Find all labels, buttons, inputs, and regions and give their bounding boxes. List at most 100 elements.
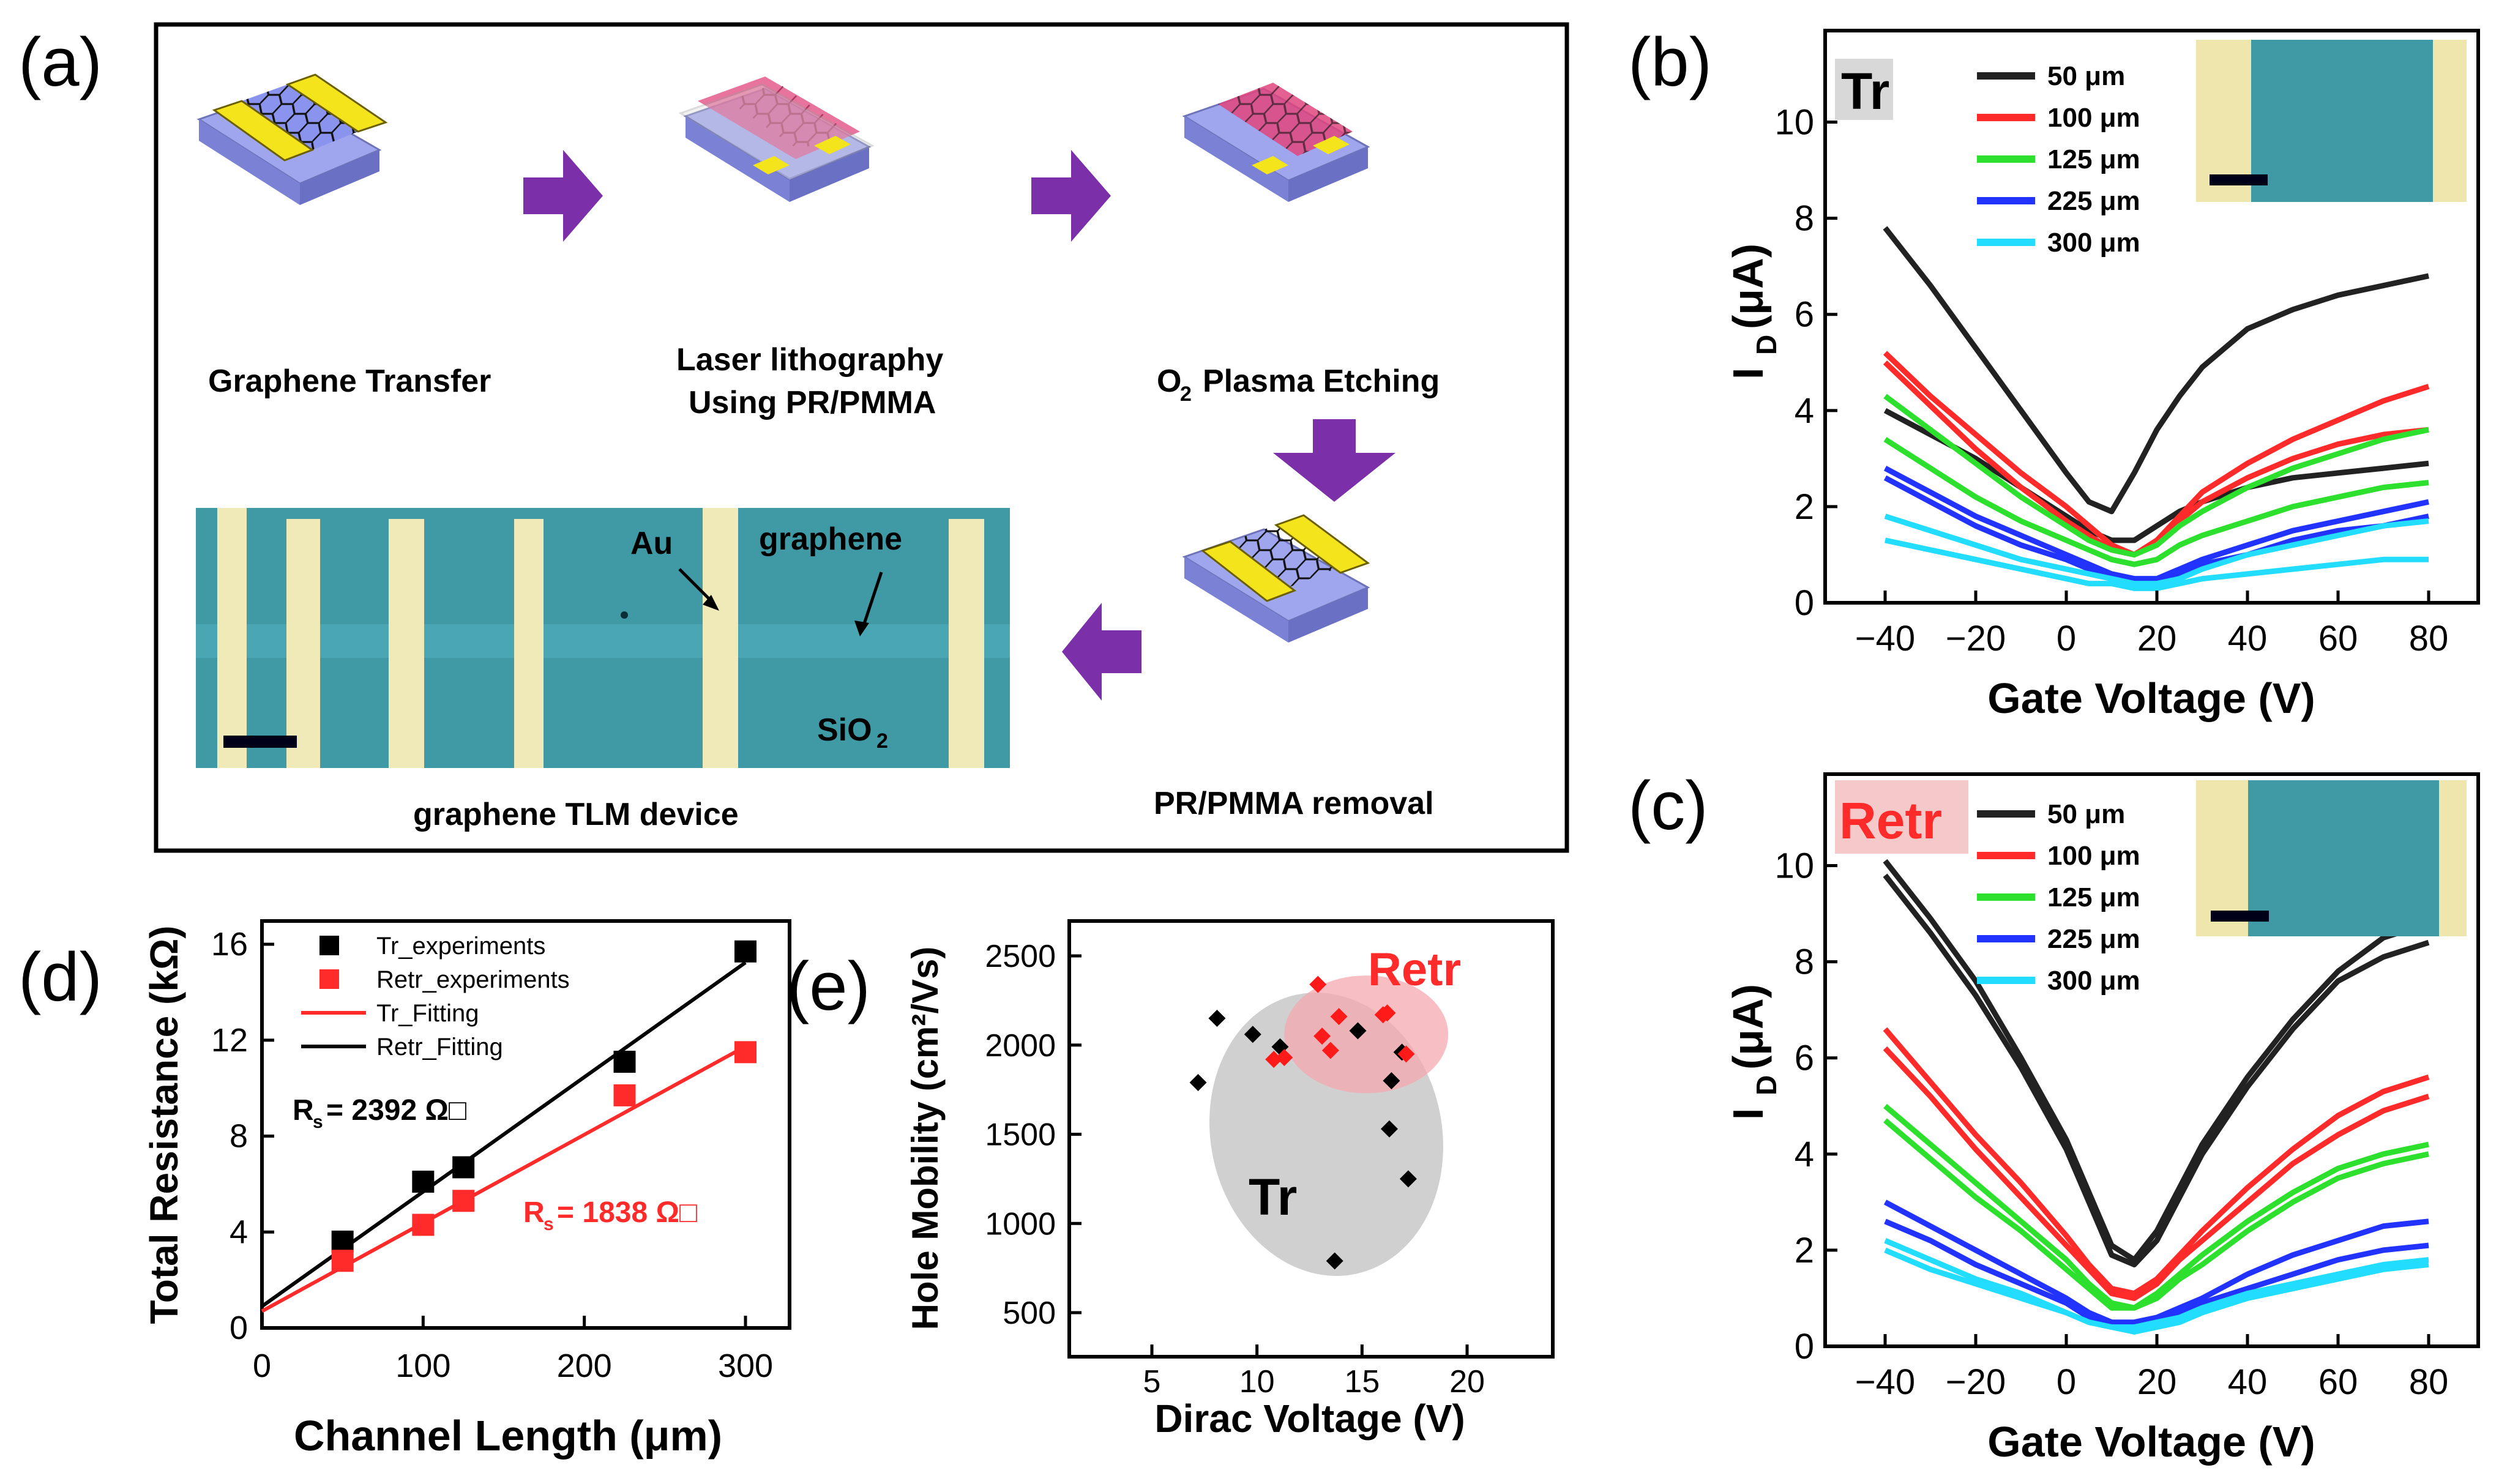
chart-b-series-4 [1883, 393, 2429, 557]
chart-c-xtick-label-5: 60 [2318, 1362, 2358, 1402]
chart-b-xtick-label-4: 40 [2228, 619, 2268, 658]
step-plasma-etching: Plasma Etching [1203, 364, 1440, 399]
chart-c-series-0 [1883, 859, 2430, 1263]
svg-text:= 2392 Ω□: = 2392 Ω□ [326, 1094, 466, 1127]
chart-b-legend-label-2: 125 μm [2047, 144, 2140, 174]
chart-e-tr-point-0 [1189, 1073, 1207, 1091]
process-arrow-4 [1062, 603, 1141, 701]
chart-d-xtick-label-3: 300 [718, 1348, 773, 1384]
chart-e-ytick-label-4: 2500 [985, 939, 1056, 974]
chart-d-ytick-label-3: 12 [211, 1022, 248, 1059]
chart-c-ylabel-unit: (μA) [1724, 984, 1772, 1070]
chart-b-xtick-label-0: −40 [1855, 619, 1915, 658]
micrograph-au-label: Au [630, 526, 673, 561]
chart-b-xtick-label-6: 80 [2409, 619, 2449, 658]
chart-c-ylabel-sub: D [1750, 1075, 1782, 1095]
chart-b-legend-label-0: 50 μm [2047, 61, 2125, 91]
device-graphene-transfer [196, 73, 388, 205]
chart-b-series-8 [1884, 513, 2429, 587]
chart-d-xlabel: Channel Length (μm) [294, 1412, 722, 1460]
chart-e-tr-point-5 [1349, 1022, 1367, 1040]
chart-c-xtick-label-2: 0 [2057, 1362, 2076, 1402]
chart-c-legend-label-1: 100 μm [2047, 841, 2140, 871]
chart-d-tr-point-2 [452, 1156, 475, 1179]
chart-e-tr-point-1 [1208, 1010, 1226, 1027]
chart-c-xtick-label-4: 40 [2228, 1362, 2268, 1402]
chart-d-annotation-tr: R s = 2392 Ω□ [293, 1094, 466, 1132]
svg-text:R: R [293, 1094, 314, 1127]
chart-c-legend-label-3: 225 μm [2047, 924, 2140, 954]
step-pr-removal: PR/PMMA removal [1154, 786, 1434, 821]
step-plasma-o-sub: 2 [1180, 382, 1192, 406]
chart-c-tag-bg [1835, 780, 1968, 854]
chart-d-annotation-retr: R s = 1838 Ω□ [523, 1196, 697, 1234]
chart-c-tag: Retr [1839, 792, 1942, 849]
chart-e-retr-point-5 [1330, 1008, 1348, 1026]
chart-b-ylabel-unit: (μA) [1724, 244, 1772, 329]
chart-b-ytick-label-3: 6 [1795, 295, 1814, 335]
chart-c-ylabel: I [1724, 1108, 1772, 1120]
chart-c-ytick-label-5: 10 [1774, 846, 1814, 886]
chart-c-series-2 [1883, 1027, 2430, 1297]
chart-c-ytick-label-4: 8 [1795, 942, 1814, 982]
chart-b-series-0 [1883, 226, 2429, 515]
chart-e-xtick-label-2: 15 [1344, 1364, 1380, 1400]
chart-b-series-1 [1883, 408, 2429, 543]
chart-b-ytick-label-0: 0 [1795, 583, 1814, 623]
chart-b-series-5 [1883, 437, 2429, 567]
chart-e-ylabel: Hole Mobility (cm²/Vs) [905, 947, 946, 1330]
chart-e-ytick-label-1: 1000 [985, 1206, 1056, 1242]
step-graphene-transfer: Graphene Transfer [208, 364, 491, 399]
chart-d-retr-point-2 [452, 1190, 475, 1212]
chart-b-series-7 [1883, 475, 2429, 582]
device-laser-lithography [678, 76, 875, 202]
micrograph-sio2-label: SiO [817, 712, 872, 748]
svg-text:R: R [523, 1196, 545, 1229]
micrograph-graphene-label: graphene [759, 521, 902, 557]
step-laser-lithography-line2: Using PR/PMMA [689, 385, 936, 420]
chart-d-retr-point-4 [734, 1041, 757, 1064]
chart-b-series-9 [1885, 537, 2429, 591]
chart-d-retr-point-3 [613, 1084, 636, 1106]
chart-e-tr-point-6 [1380, 1120, 1398, 1138]
step-tlm-device: graphene TLM device [413, 797, 739, 832]
step-laser-lithography: Laser lithography [676, 342, 943, 378]
chart-c-ytick-label-1: 2 [1795, 1231, 1814, 1270]
chart-e-ytick-label-0: 500 [1003, 1296, 1056, 1331]
chart-b-xtick-label-3: 20 [2137, 619, 2177, 658]
chart-b-ylabel: I [1724, 368, 1772, 379]
chart-b-ytick-label-4: 8 [1795, 199, 1814, 239]
chart-c-xtick-label-6: 80 [2409, 1362, 2449, 1402]
tlm-micrograph [196, 508, 1010, 768]
chart-c-ytick-label-2: 4 [1795, 1135, 1814, 1174]
chart-d-tr-point-1 [412, 1170, 435, 1193]
chart-b-xtick-label-5: 60 [2318, 619, 2358, 658]
chart-e-tr-point-4 [1326, 1252, 1343, 1270]
chart-d-xtick-label-1: 100 [395, 1348, 450, 1384]
chart-d-tr-point-3 [613, 1051, 636, 1073]
chart-e-ytick-label-3: 2000 [985, 1028, 1056, 1064]
chart-c-series-9 [1884, 1247, 2429, 1335]
chart-d-retr-point-1 [412, 1214, 435, 1236]
chart-d-ytick-label-2: 8 [230, 1118, 248, 1155]
chart-d-legend-label-2: Tr_Fitting [376, 1000, 479, 1027]
chart-e-xtick-label-0: 5 [1143, 1364, 1161, 1400]
chart-b-ytick-label-5: 10 [1774, 103, 1814, 143]
chart-e-tr-label: Tr [1249, 1168, 1297, 1226]
panel-b-label: (b) [1628, 24, 1712, 100]
chart-e-retr-ellipse [1284, 975, 1449, 1094]
chart-b-legend-label-4: 300 μm [2047, 228, 2140, 258]
chart-e-ytick-label-2: 1500 [985, 1117, 1056, 1153]
chart-b-inset [2196, 40, 2467, 202]
micrograph-sio2-sub: 2 [876, 729, 888, 753]
panel-a-label: (a) [18, 24, 102, 100]
panel-c-label: (c) [1628, 767, 1708, 844]
chart-c-series-5 [1883, 1118, 2429, 1311]
step-plasma-o: O [1157, 364, 1181, 399]
chart-c-legend-label-2: 125 μm [2047, 882, 2140, 912]
chart-c-xtick-label-0: −40 [1855, 1362, 1915, 1402]
chart-b-ytick-label-1: 2 [1795, 487, 1814, 527]
chart-b-ytick-label-2: 4 [1795, 391, 1814, 431]
chart-e-xtick-label-3: 20 [1449, 1364, 1485, 1400]
